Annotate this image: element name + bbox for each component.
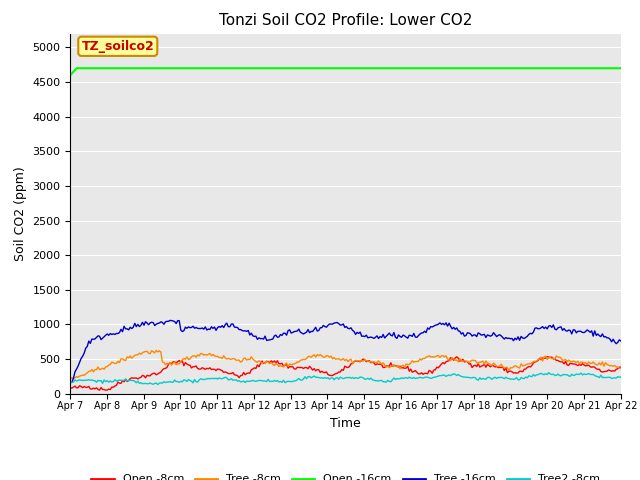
Legend: Open -8cm, Tree -8cm, Open -16cm, Tree -16cm, Tree2 -8cm: Open -8cm, Tree -8cm, Open -16cm, Tree -… [87, 470, 604, 480]
Open -16cm [136, 65, 143, 71]
Tree -16cm [232, 324, 240, 330]
Tree -16cm [67, 380, 74, 385]
Title: Tonzi Soil CO2 Profile: Lower CO2: Tonzi Soil CO2 Profile: Lower CO2 [219, 13, 472, 28]
Tree2 -8cm [589, 372, 597, 377]
Open -8cm [250, 365, 258, 371]
Line: Tree -8cm: Tree -8cm [70, 350, 621, 379]
Tree -8cm [617, 365, 625, 371]
Line: Tree -16cm: Tree -16cm [70, 320, 621, 383]
Tree2 -8cm [308, 374, 316, 380]
Tree -8cm [588, 360, 595, 366]
Open -8cm [617, 364, 625, 370]
Tree -16cm [617, 338, 625, 344]
Line: Tree2 -8cm: Tree2 -8cm [70, 372, 621, 384]
Open -16cm [617, 65, 625, 71]
Open -8cm [308, 367, 316, 373]
Open -8cm [67, 384, 74, 390]
Open -16cm [308, 65, 316, 71]
Tree2 -8cm [67, 380, 74, 385]
Tree -8cm [152, 348, 160, 353]
Tree2 -8cm [617, 374, 625, 380]
Open -8cm [96, 387, 104, 393]
Open -8cm [589, 364, 597, 370]
Tree -8cm [260, 360, 268, 366]
Tree -8cm [134, 352, 141, 358]
Tree -8cm [250, 358, 258, 363]
Open -16cm [73, 65, 81, 71]
Tree -16cm [250, 334, 258, 339]
Open -16cm [250, 65, 258, 71]
Open -8cm [543, 354, 551, 360]
Tree -16cm [588, 328, 595, 334]
Tree2 -8cm [232, 377, 240, 383]
Open -16cm [232, 65, 240, 71]
Tree2 -8cm [260, 378, 268, 384]
Open -8cm [136, 375, 143, 381]
Tree -16cm [134, 322, 141, 327]
Line: Open -8cm: Open -8cm [70, 357, 621, 390]
Tree2 -8cm [545, 370, 552, 375]
Tree2 -8cm [154, 382, 162, 387]
Tree2 -8cm [134, 378, 141, 384]
Tree -8cm [232, 357, 240, 363]
Open -16cm [588, 65, 595, 71]
Text: TZ_soilco2: TZ_soilco2 [81, 40, 154, 53]
Tree -8cm [67, 376, 74, 382]
Y-axis label: Soil CO2 (ppm): Soil CO2 (ppm) [14, 166, 27, 261]
Tree -16cm [308, 329, 316, 335]
Tree2 -8cm [250, 378, 258, 384]
Open -8cm [232, 372, 240, 378]
Tree -8cm [308, 353, 316, 359]
Open -8cm [260, 360, 268, 366]
Tree -16cm [166, 317, 174, 323]
Open -16cm [67, 72, 74, 78]
Open -16cm [260, 65, 268, 71]
Line: Open -16cm: Open -16cm [70, 68, 621, 75]
X-axis label: Time: Time [330, 417, 361, 430]
Tree -16cm [260, 336, 268, 342]
